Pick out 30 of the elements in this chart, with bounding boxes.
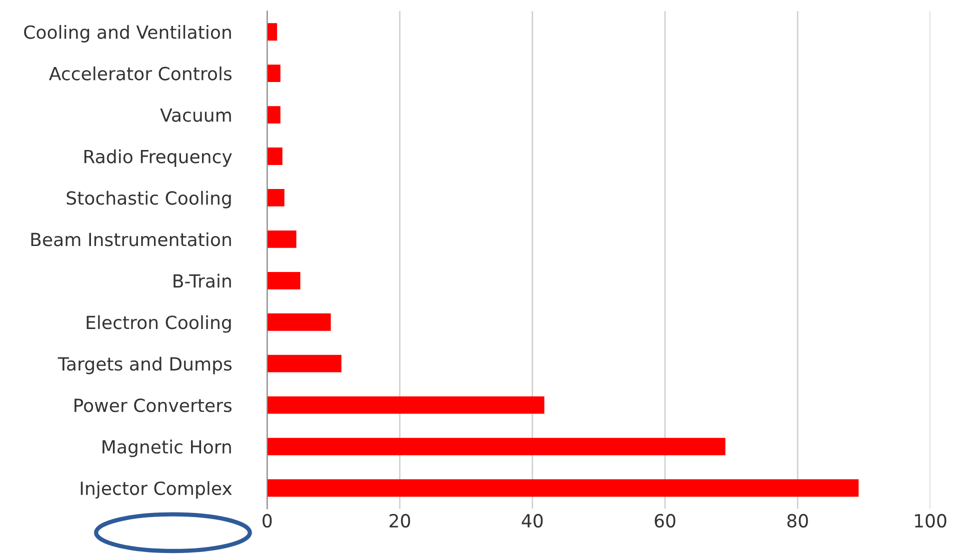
y-tick-label: Vacuum: [160, 108, 231, 122]
bar: [267, 23, 278, 41]
y-tick-label: Injector Complex: [80, 481, 232, 499]
y-tick-label: B-Train: [174, 274, 231, 288]
bar: [267, 354, 342, 372]
bar: [267, 313, 331, 331]
bar: [267, 272, 300, 290]
y-tick-label: Power Converters: [74, 398, 232, 412]
bar: [267, 106, 280, 124]
bar: [267, 438, 726, 456]
bar: [267, 189, 284, 206]
bar: [267, 230, 296, 248]
y-tick-label: Accelerator Controls: [49, 66, 232, 80]
bar: [267, 148, 282, 165]
bar: [267, 396, 544, 414]
y-tick-label: Cooling and Ventilation: [24, 24, 231, 42]
x-tick-label: 20: [390, 514, 410, 528]
bar: [267, 479, 859, 497]
x-tick-label: 100: [915, 514, 946, 528]
y-tick-label: Magnetic Horn: [102, 440, 231, 458]
x-tick-label: 40: [522, 514, 543, 528]
x-tick-label: 0: [262, 514, 272, 528]
x-tick-label: 80: [787, 514, 808, 528]
y-tick-label: Targets and Dumps: [58, 356, 232, 374]
y-tick-label: Stochastic Cooling: [66, 190, 231, 208]
y-tick-label: Electron Cooling: [86, 315, 231, 333]
bar: [267, 64, 280, 82]
y-tick-label: Radio Frequency: [84, 149, 232, 167]
y-tick-label: Beam Instrumentation: [31, 232, 231, 246]
x-tick-label: 60: [654, 514, 676, 528]
